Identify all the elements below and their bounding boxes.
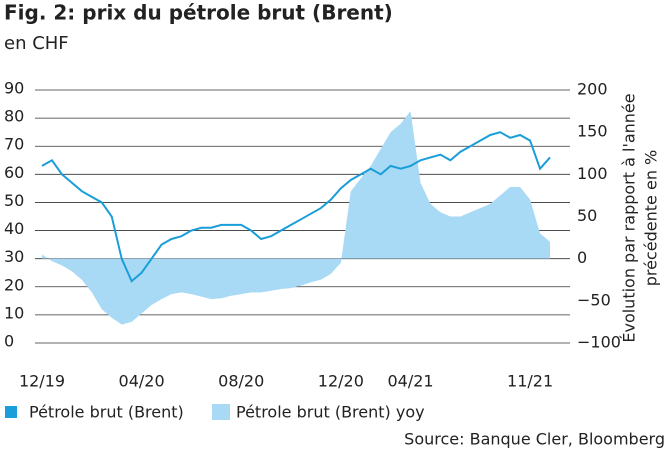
y-tick-label: 70 [4, 135, 24, 154]
y-tick-label: 10 [4, 303, 24, 322]
y-tick-label: 30 [4, 247, 24, 266]
y2-tick-label: 50 [577, 206, 597, 225]
x-tick-label: 08/20 [218, 372, 264, 391]
y-tick-label: 40 [4, 219, 24, 238]
y2-tick-label: 0 [577, 248, 587, 267]
lines [41, 131, 551, 283]
legend-label: Pétrole brut (Brent) yoy [236, 403, 425, 422]
y-tick-label: 50 [4, 191, 24, 210]
area [42, 111, 550, 325]
y2-label-line: Évolution par rapport à l'année [620, 93, 639, 342]
y2-tick-label: 100 [577, 164, 608, 183]
x-tick-label: 04/20 [119, 372, 165, 391]
areas [42, 111, 550, 325]
chart-subtitle: en CHF [4, 33, 69, 54]
x-tick-label: 12/19 [19, 372, 65, 391]
x-tick-label: 12/20 [318, 372, 364, 391]
chart-title: Fig. 2: prix du pétrole brut (Brent) [4, 1, 393, 25]
line [41, 131, 551, 283]
y2-tick-label: −50 [577, 290, 611, 309]
y-tick-label: 0 [4, 332, 14, 351]
y2-tick-label: 150 [577, 122, 608, 141]
legend-marker [212, 404, 230, 420]
y2-tick-label: −100 [577, 333, 621, 352]
y-tick-label: 80 [4, 107, 24, 126]
y-tick-label: 20 [4, 275, 24, 294]
x-tick-label: 11/21 [507, 372, 553, 391]
x-tick-label: 04/21 [387, 372, 433, 391]
legend-label: Pétrole brut (Brent) [29, 403, 184, 422]
y2-label-line: précédente en % [642, 150, 661, 286]
y-tick-label: 90 [4, 79, 24, 98]
y-tick-label: 60 [4, 163, 24, 182]
legend-marker [5, 406, 17, 418]
source: Source: Banque Cler, Bloomberg [404, 430, 665, 449]
y2-axis-label: Évolution par rapport à l'année précéden… [620, 93, 661, 342]
y2-tick-label: 200 [577, 80, 608, 99]
